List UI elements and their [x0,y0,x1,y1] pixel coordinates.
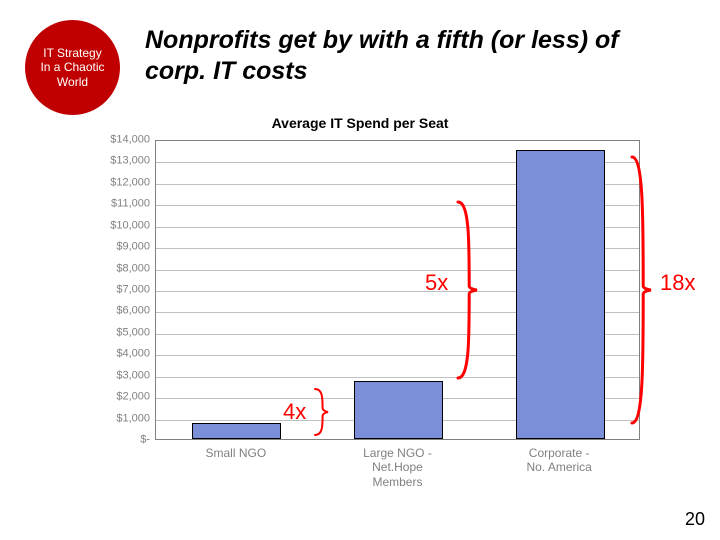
plot-area [155,140,640,440]
brace-5x-left [456,200,478,380]
page-title: Nonprofits get by with a fifth (or less)… [145,25,640,88]
x-tick-label: Corporate -No. America [478,446,640,475]
series-badge: IT StrategyIn a ChaoticWorld [25,20,120,115]
y-tick-label: $1,000 [83,413,150,424]
y-tick-label: $5,000 [83,327,150,338]
y-tick-label: $14,000 [83,135,150,146]
bar [354,381,443,439]
page-number: 20 [685,509,705,530]
y-tick-label: $7,000 [83,285,150,296]
y-tick-label: $3,000 [83,370,150,381]
y-tick-label: $2,000 [83,392,150,403]
y-axis: $-$1,000$2,000$3,000$4,000$5,000$6,000$7… [80,140,150,440]
y-tick-label: $- [83,435,150,446]
annotation-18x: 18x [660,270,695,296]
annotation-5x: 5x [425,270,448,296]
y-tick-label: $10,000 [83,220,150,231]
slide: IT StrategyIn a ChaoticWorld Nonprofits … [0,0,720,540]
badge-text: IT StrategyIn a ChaoticWorld [40,46,104,89]
annotation-4x: 4x [283,399,306,425]
y-tick-label: $8,000 [83,263,150,274]
y-tick-label: $9,000 [83,242,150,253]
bar [516,150,605,439]
y-tick-label: $11,000 [83,199,150,210]
y-tick-label: $6,000 [83,306,150,317]
brace-18x-right [630,155,652,425]
chart-title: Average IT Spend per Seat [80,115,640,131]
y-tick-label: $12,000 [83,177,150,188]
y-tick-label: $4,000 [83,349,150,360]
x-tick-label: Large NGO -Net.HopeMembers [317,446,479,489]
x-tick-label: Small NGO [155,446,317,460]
bar [192,423,281,439]
brace-4x [313,387,329,437]
y-tick-label: $13,000 [83,156,150,167]
chart-area: Average IT Spend per Seat $- $1,000 $2,000… [80,115,640,500]
